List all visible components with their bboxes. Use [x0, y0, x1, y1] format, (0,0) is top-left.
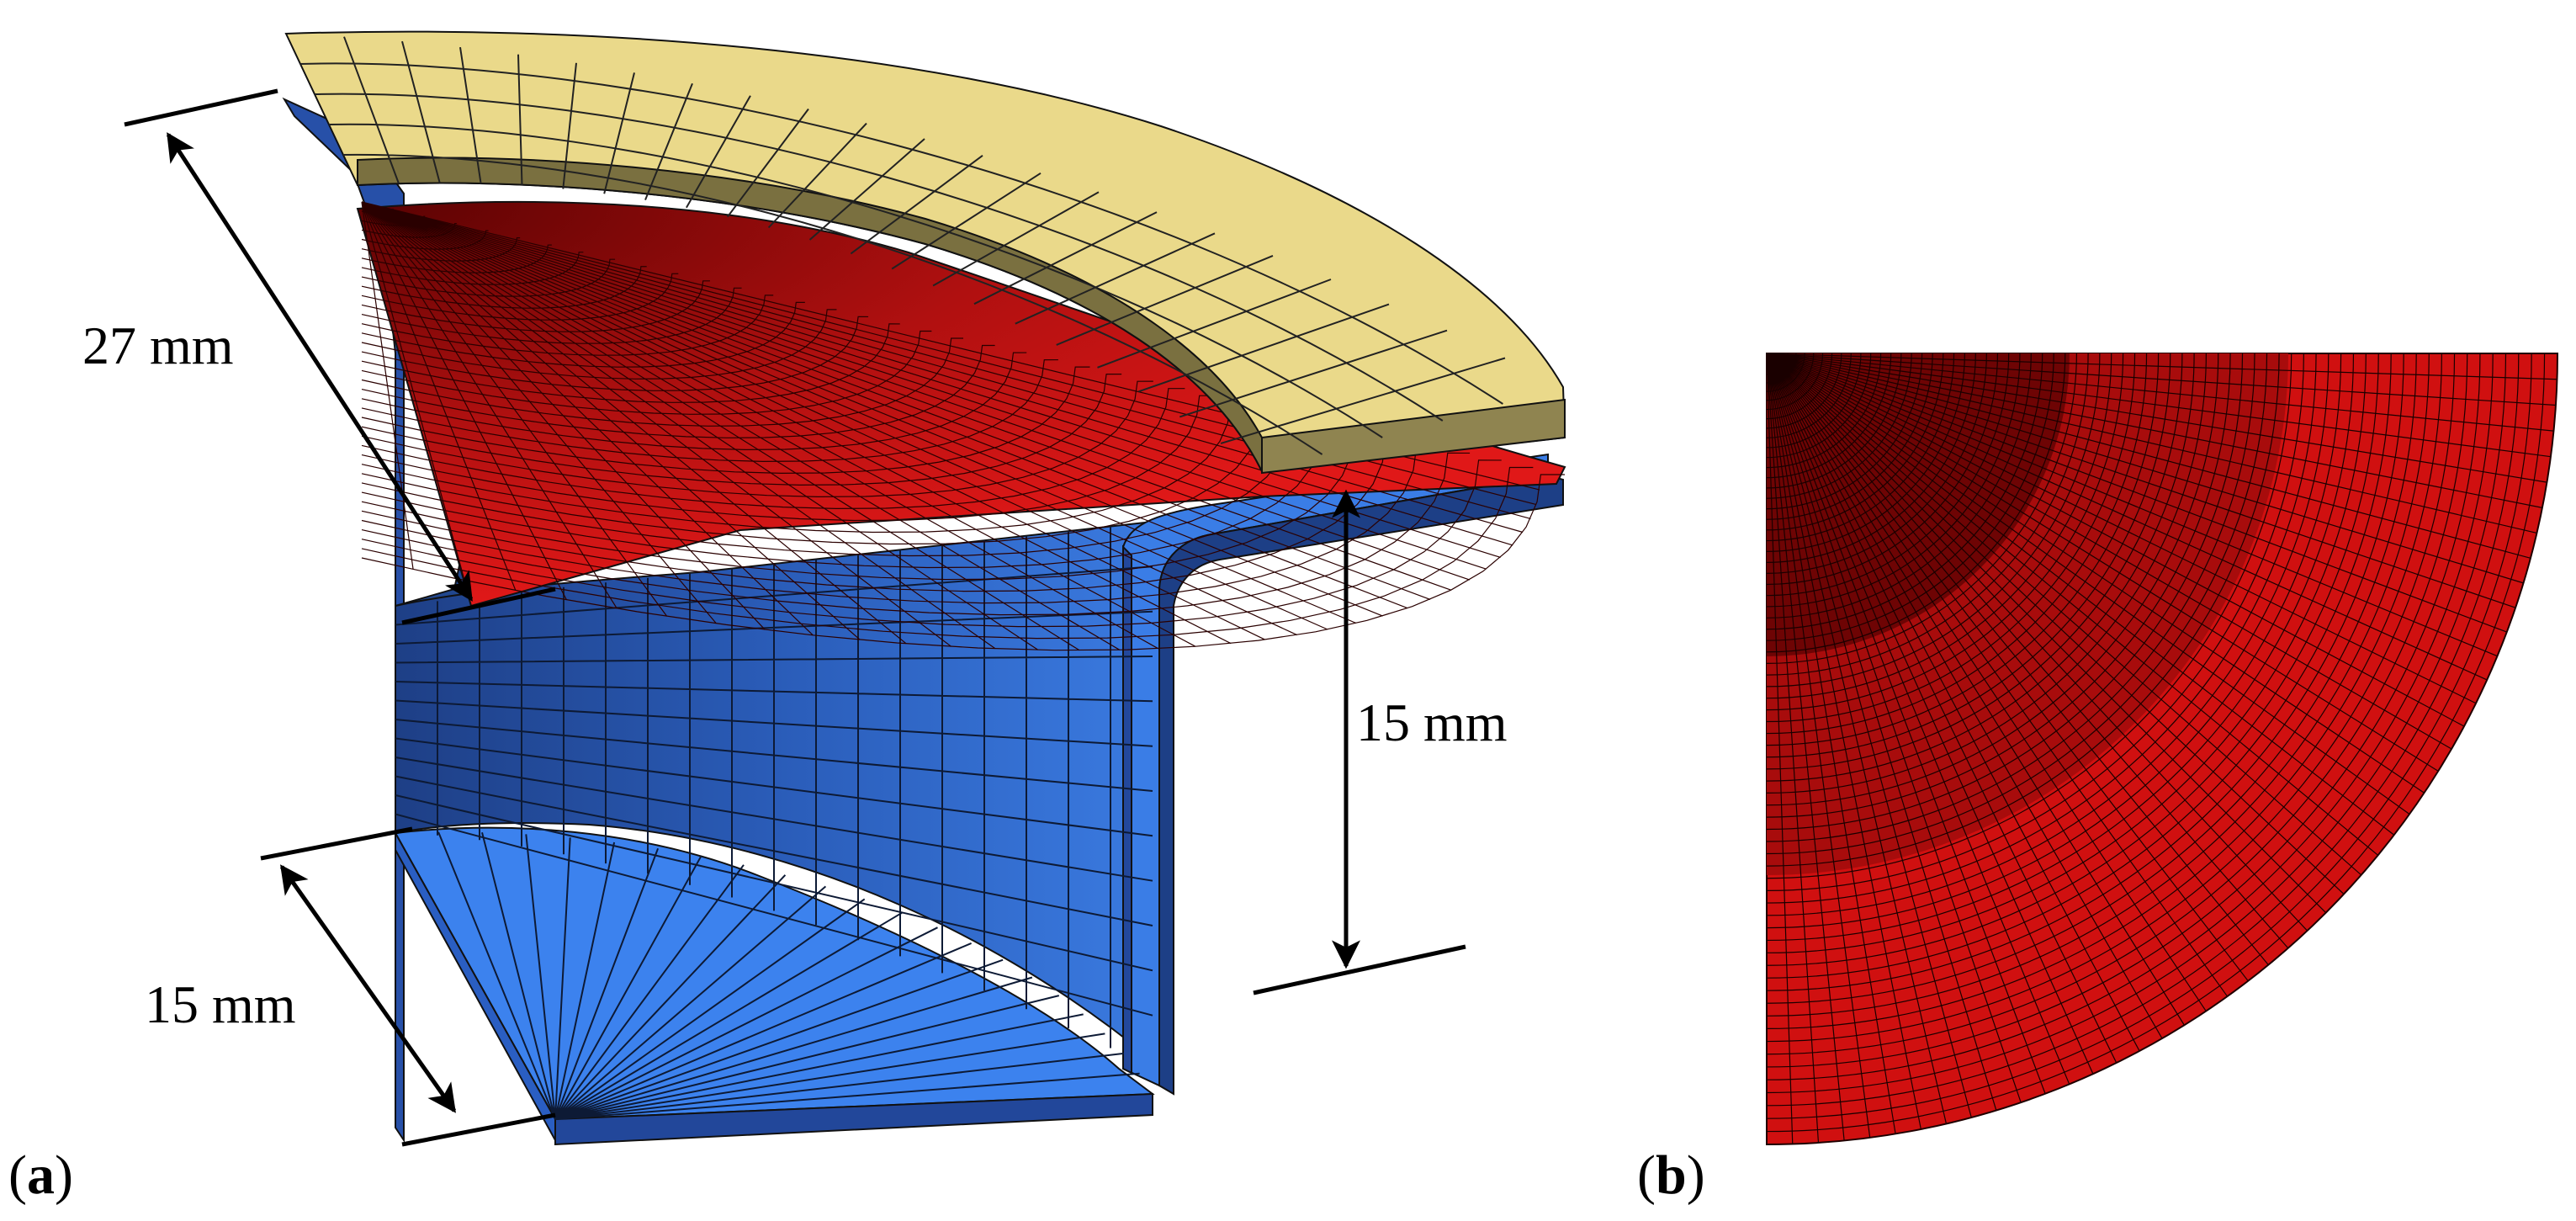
dimension-blank-diameter: 27 mm: [82, 88, 556, 625]
dimension-punch-height: 15 mm: [1253, 489, 1508, 995]
panel-a: 27 mm 15 mm 15 mm (a): [8, 30, 1566, 1206]
label-15mm-diagonal: 15 mm: [145, 974, 296, 1034]
extension-line-low: [1253, 944, 1466, 995]
holder-mesh-lines: [299, 36, 1506, 455]
blank-holder-front-face: [1261, 398, 1566, 475]
label-27mm: 27 mm: [82, 316, 234, 375]
dimension-die-radius: 15 mm: [145, 826, 556, 1147]
extension-line-top: [124, 88, 278, 127]
die-bottom-front-strip: [554, 1092, 1153, 1146]
die-floor-mesh: [437, 831, 1140, 1120]
dimension-line-27mm: [166, 132, 474, 602]
die-part: [282, 97, 1564, 1146]
extension-line-bottom: [401, 587, 556, 625]
panel-b-label: (b): [1637, 1144, 1705, 1206]
mesh-spokes: [1767, 353, 2557, 1144]
dimension-line-15mm-diagonal: [279, 864, 457, 1113]
panel-a-label: (a): [8, 1144, 73, 1206]
blank-holder-mesh: [299, 36, 1506, 455]
die-right-wall-front: [1122, 544, 1132, 1075]
extension-line-lower: [401, 1112, 556, 1147]
mesh-grid-lines: [1767, 353, 2557, 1144]
blank-holder: [284, 30, 1566, 475]
die-mesh-lines: [395, 526, 1153, 1120]
panel-b: (b): [1637, 353, 2559, 1206]
extension-line-upper: [260, 826, 413, 861]
label-15mm-vertical: 15 mm: [1356, 693, 1508, 752]
die-wall-mesh: [395, 526, 1153, 1048]
